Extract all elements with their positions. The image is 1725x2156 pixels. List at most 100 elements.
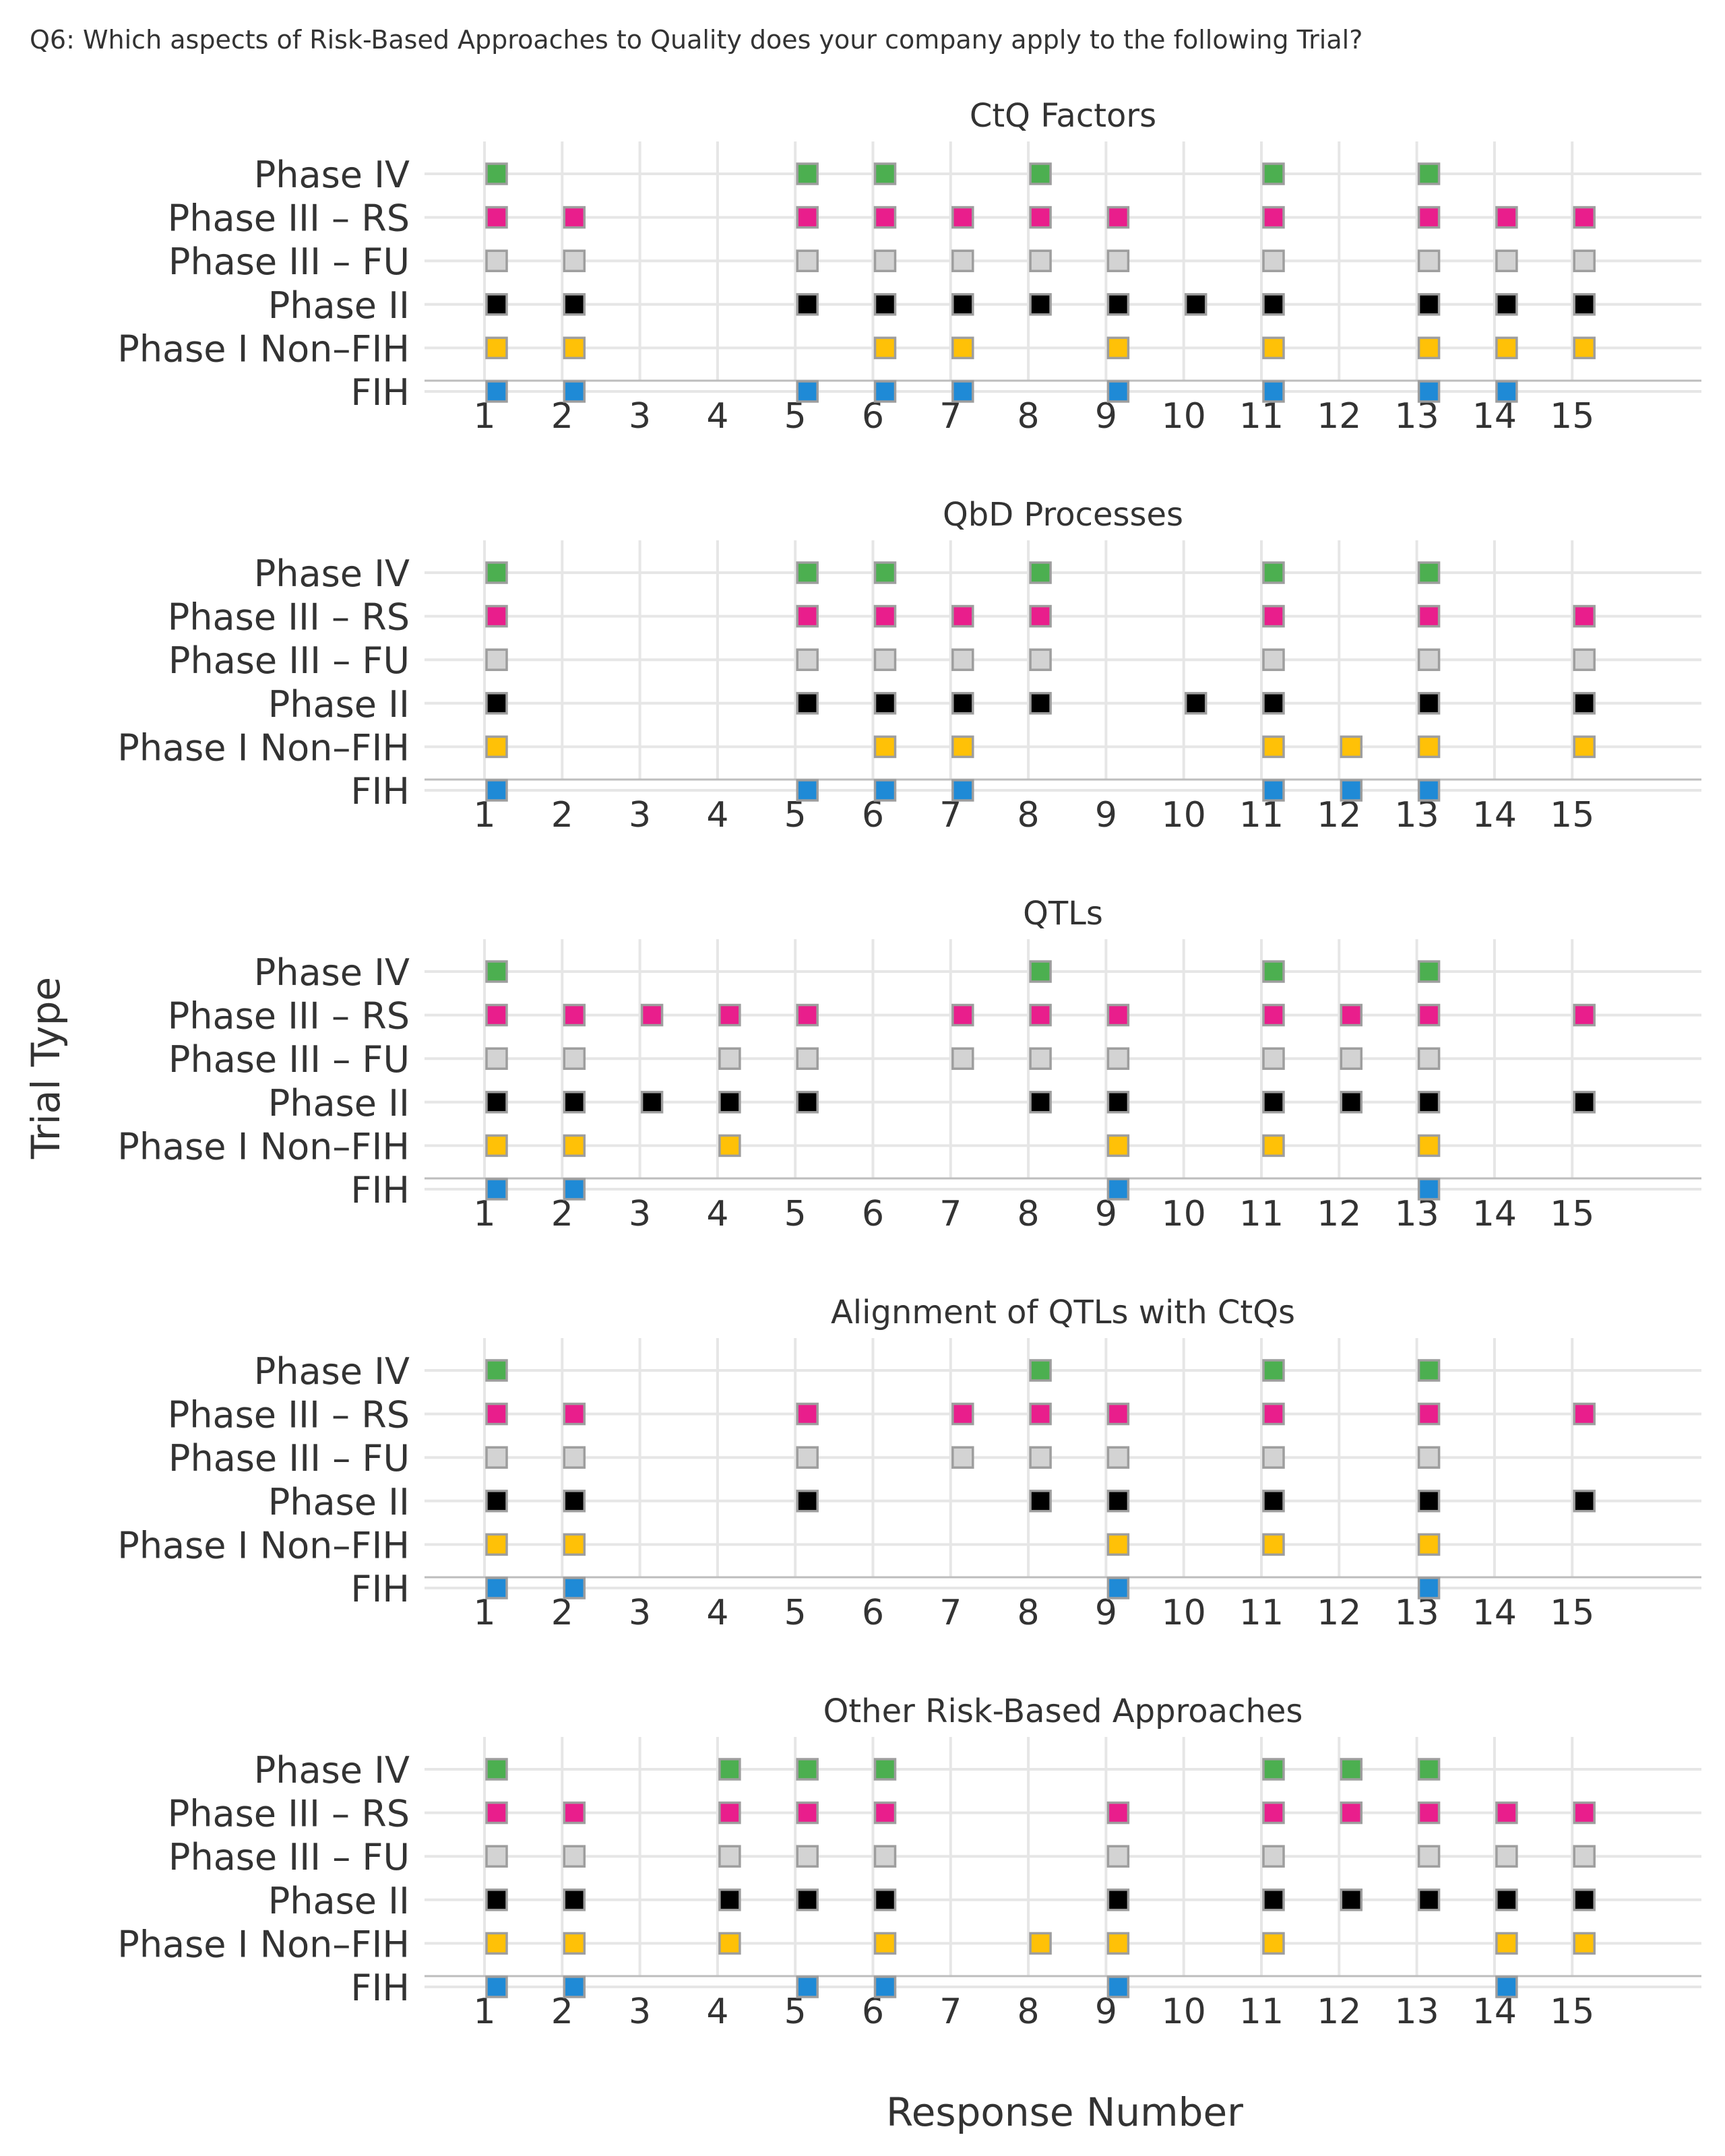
data-point-marker — [873, 561, 897, 584]
y-tick-label: Phase III – RS — [168, 596, 410, 639]
x-tick-label: 9 — [1095, 1992, 1117, 2032]
data-point-marker — [563, 1134, 586, 1158]
data-point-marker — [1262, 1932, 1285, 1955]
x-tick-label: 5 — [784, 1194, 807, 1234]
y-tick-label: Phase III – RS — [168, 1793, 410, 1835]
data-point-marker — [1262, 249, 1285, 272]
data-point-marker — [485, 1932, 508, 1955]
data-point-marker — [485, 1402, 508, 1426]
data-point-marker — [485, 1446, 508, 1469]
data-point-marker — [1417, 735, 1441, 759]
data-point-marker — [563, 1047, 586, 1070]
data-point-marker — [796, 380, 819, 403]
data-point-marker — [951, 293, 974, 316]
data-point-marker — [718, 1758, 741, 1781]
data-point-marker — [563, 293, 586, 316]
x-tick-label: 8 — [1017, 1194, 1040, 1234]
data-point-marker — [796, 779, 819, 802]
data-point-marker — [1029, 1490, 1052, 1513]
data-point-marker — [485, 1801, 508, 1825]
data-point-marker — [796, 1047, 819, 1070]
data-point-marker — [485, 1134, 508, 1158]
data-point-marker — [485, 1178, 508, 1201]
x-tick-label: 8 — [1017, 1992, 1040, 2032]
x-tick-label: 6 — [862, 1194, 884, 1234]
data-point-marker — [1573, 336, 1596, 360]
data-point-marker — [1495, 249, 1518, 272]
y-tick-label: Phase I Non–FIH — [117, 726, 410, 769]
x-tick-label: 11 — [1239, 1593, 1284, 1633]
x-tick-label: 8 — [1017, 795, 1040, 835]
data-point-marker — [485, 1091, 508, 1114]
data-point-marker — [1106, 1975, 1130, 1998]
y-tick-label: Phase IV — [254, 1749, 410, 1792]
data-point-marker — [873, 692, 897, 715]
x-tick-label: 5 — [784, 795, 807, 835]
data-point-marker — [563, 1178, 586, 1201]
data-point-marker — [563, 1577, 586, 1599]
y-tick-label: FIH — [350, 1169, 410, 1211]
data-point-marker — [1029, 648, 1052, 671]
x-tick-label: 2 — [551, 1593, 573, 1633]
data-point-marker — [485, 1490, 508, 1513]
data-point-marker — [1106, 1889, 1130, 1911]
x-tick-label: 5 — [784, 1992, 807, 2032]
data-point-marker — [718, 1932, 741, 1955]
x-tick-label: 14 — [1472, 795, 1517, 835]
data-point-marker — [1029, 960, 1052, 983]
x-tick-label: 6 — [862, 1593, 884, 1633]
data-point-marker — [951, 735, 974, 759]
data-point-marker — [873, 1801, 897, 1825]
x-tick-label: 14 — [1472, 396, 1517, 437]
y-tick-label: Phase III – FU — [168, 1836, 410, 1878]
data-point-marker — [1495, 380, 1518, 403]
x-tick-label: 2 — [551, 1194, 573, 1234]
y-tick-label: Phase II — [268, 284, 410, 327]
data-point-marker — [1106, 1178, 1130, 1201]
data-point-marker — [1417, 779, 1441, 802]
data-point-marker — [563, 380, 586, 403]
panel-title: Alignment of QTLs with CtQs — [831, 1294, 1295, 1331]
x-tick-label: 15 — [1550, 396, 1594, 437]
data-point-marker — [485, 1758, 508, 1781]
data-point-marker — [1262, 561, 1285, 584]
data-point-marker — [1573, 1845, 1596, 1868]
data-point-marker — [873, 162, 897, 185]
data-point-marker — [796, 604, 819, 628]
data-point-marker — [1417, 1490, 1441, 1513]
data-point-marker — [1029, 604, 1052, 628]
panel-title: QTLs — [1023, 895, 1103, 932]
data-point-marker — [873, 735, 897, 759]
x-axis-label: Response Number — [886, 2089, 1243, 2135]
data-point-marker — [1417, 1758, 1441, 1781]
data-point-marker — [485, 1047, 508, 1070]
data-point-marker — [485, 1003, 508, 1027]
data-point-marker — [1417, 1801, 1441, 1825]
x-tick-label: 4 — [706, 396, 728, 437]
data-point-marker — [1029, 1359, 1052, 1382]
x-tick-label: 3 — [629, 795, 651, 835]
data-point-marker — [1106, 1446, 1130, 1469]
y-tick-label: Phase III – FU — [168, 639, 410, 682]
data-point-marker — [1417, 1003, 1441, 1027]
data-point-marker — [1573, 604, 1596, 628]
data-point-marker — [1573, 1801, 1596, 1825]
data-point-marker — [1262, 293, 1285, 316]
data-point-marker — [1184, 692, 1208, 715]
data-point-marker — [1029, 205, 1052, 229]
data-point-marker — [951, 648, 974, 671]
data-point-marker — [1029, 1446, 1052, 1469]
data-point-marker — [563, 1003, 586, 1027]
data-point-marker — [485, 692, 508, 715]
x-tick-label: 7 — [939, 795, 962, 835]
data-point-marker — [485, 1889, 508, 1911]
data-point-marker — [796, 162, 819, 185]
x-tick-label: 12 — [1317, 396, 1361, 437]
data-point-marker — [1573, 1091, 1596, 1114]
data-point-marker — [1106, 205, 1130, 229]
data-point-marker — [1573, 293, 1596, 316]
data-point-marker — [1262, 960, 1285, 983]
